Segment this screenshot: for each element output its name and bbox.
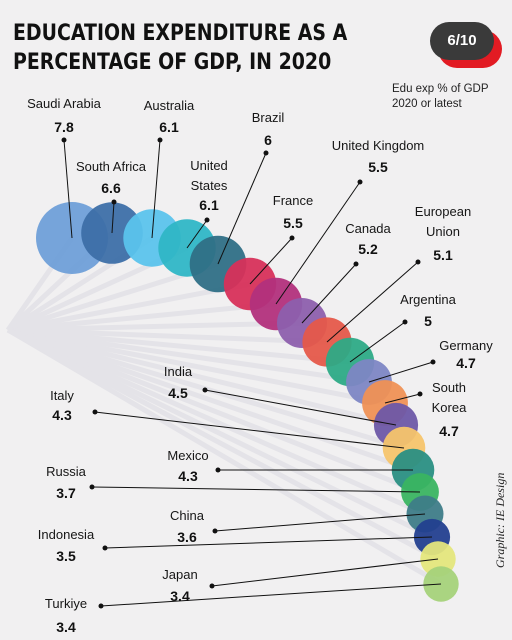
ray-15	[7, 327, 421, 495]
leader-dot-12	[202, 387, 208, 393]
country-label: Argentina	[400, 292, 456, 307]
country-label: Turkiye	[45, 596, 87, 611]
chart-title: EDUCATION EXPENDITURE AS A PERCENTAGE OF…	[13, 21, 348, 75]
value-label: 4.3	[178, 468, 198, 484]
value-label: 3.5	[56, 548, 76, 564]
leader-dot-13	[92, 409, 98, 415]
leader-line-13	[94, 411, 405, 449]
leader-dot-17	[102, 545, 108, 551]
ray-16	[6, 327, 427, 517]
country-label: Canada	[345, 221, 391, 236]
country-label: South Korea	[432, 380, 467, 415]
ray-14	[7, 327, 414, 473]
country-label: India	[164, 364, 193, 379]
value-label: 3.4	[56, 619, 76, 635]
ray-10	[7, 327, 370, 385]
value-label: 6.1	[159, 119, 179, 135]
value-label: 6	[264, 132, 272, 148]
leader-dot-4	[263, 150, 269, 156]
ray-6	[7, 301, 277, 333]
leader-line-16	[214, 513, 426, 532]
leader-line-15	[91, 486, 421, 493]
ray-8	[7, 327, 328, 345]
ray-11	[7, 327, 386, 406]
leader-line-8	[326, 261, 419, 343]
value-label: 5.2	[358, 241, 378, 257]
value-label: 3.6	[177, 529, 197, 545]
leader-dot-0	[61, 137, 67, 143]
slide-counter-badge[interactable]: 6/10	[430, 22, 494, 60]
leader-line-5	[249, 237, 293, 285]
country-label: Germany	[439, 338, 493, 353]
leader-dot-7	[353, 261, 359, 267]
country-label: Russia	[46, 464, 87, 479]
leader-dot-15	[89, 484, 95, 490]
leader-dot-9	[402, 319, 408, 325]
leader-dot-19	[98, 603, 104, 609]
value-label: 5	[424, 313, 432, 329]
leader-line-3	[186, 219, 208, 249]
country-label: China	[170, 508, 205, 523]
leader-line-6	[275, 181, 361, 305]
value-label: 4.7	[439, 423, 459, 439]
leader-line-7	[301, 263, 357, 324]
chart-subtitle: Edu exp % of GDP 2020 or latest	[392, 83, 489, 110]
leader-line-2	[151, 139, 161, 239]
country-label: France	[273, 193, 313, 208]
country-label: United Kingdom	[332, 138, 425, 153]
ray-18	[6, 327, 440, 562]
leader-line-1	[111, 201, 115, 234]
country-label: South Africa	[76, 159, 147, 174]
country-label: United States	[190, 158, 228, 193]
country-label: Saudi Arabia	[27, 96, 101, 111]
value-label: 6.6	[101, 180, 121, 196]
country-label: Indonesia	[38, 527, 95, 542]
value-label: 5.1	[433, 247, 453, 263]
ray-5	[7, 281, 251, 333]
leader-line-11	[384, 393, 421, 404]
ray-17	[6, 327, 434, 540]
leader-dot-6	[357, 179, 363, 185]
leader-line-0	[63, 139, 73, 239]
leader-dot-1	[111, 199, 117, 205]
value-label: 4.7	[456, 355, 476, 371]
value-label: 3.7	[56, 485, 76, 501]
leader-line-9	[349, 321, 406, 363]
value-label: 6.1	[199, 197, 219, 213]
value-label: 4.5	[168, 385, 188, 401]
ray-7	[7, 320, 303, 333]
country-label: Mexico	[167, 448, 208, 463]
leader-dot-5	[289, 235, 295, 241]
value-label: 3.4	[170, 588, 190, 604]
ray-19	[6, 327, 443, 587]
leader-dot-18	[209, 583, 215, 589]
country-label: Australia	[144, 98, 195, 113]
leader-line-4	[217, 152, 267, 265]
country-label: Brazil	[252, 110, 285, 125]
leader-dot-16	[212, 528, 218, 534]
country-label: Italy	[50, 388, 74, 403]
leader-dot-14	[215, 467, 221, 473]
value-label: 5.5	[283, 215, 303, 231]
leader-dot-3	[204, 217, 210, 223]
leader-dot-11	[417, 391, 423, 397]
leader-dot-10	[430, 359, 436, 365]
value-label: 5.5	[368, 159, 388, 175]
ray-9	[7, 327, 351, 365]
value-label: 4.3	[52, 407, 72, 423]
country-label: European Union	[415, 204, 471, 239]
leader-line-17	[104, 536, 433, 549]
leader-dot-8	[415, 259, 421, 265]
leader-line-12	[204, 389, 397, 426]
leader-dot-2	[157, 137, 163, 143]
leader-line-19	[100, 583, 442, 607]
ray-12	[7, 327, 397, 428]
country-label: Japan	[162, 567, 197, 582]
leader-line-18	[211, 558, 439, 587]
value-label: 7.8	[54, 119, 74, 135]
leader-line-10	[368, 361, 434, 383]
